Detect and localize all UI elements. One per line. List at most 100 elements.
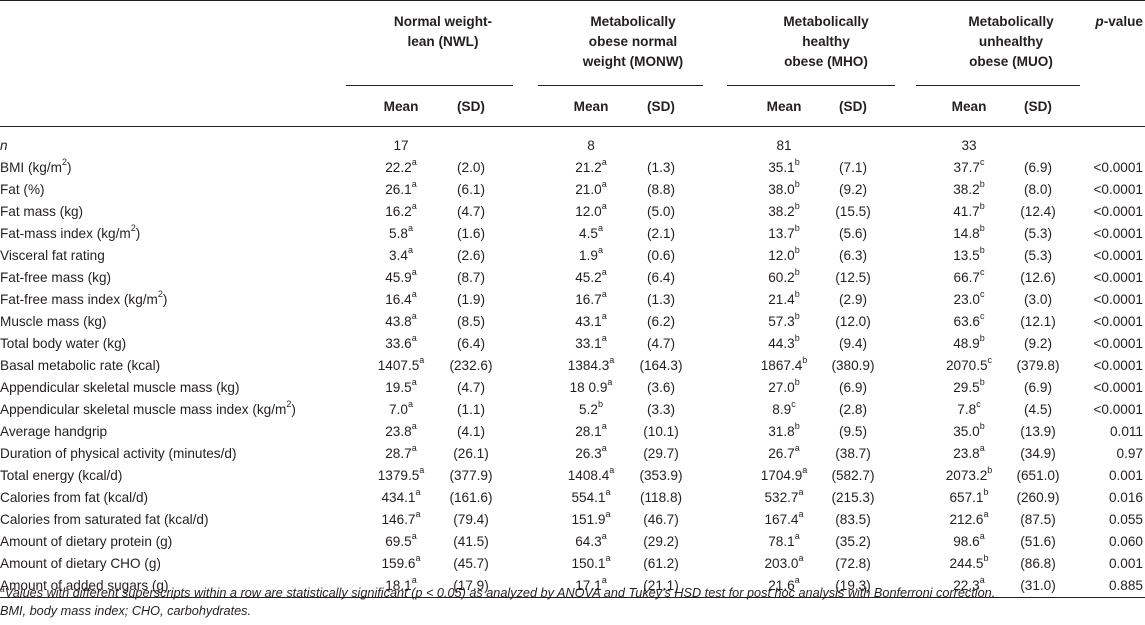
significance-letter: a xyxy=(601,333,607,344)
table-row: Visceral fat rating 3.4a (2.6) 1.9a (0.6) 12.… xyxy=(0,245,1145,267)
table-footnote: aValues with different superscripts with… xyxy=(0,584,1145,620)
significance-letter: a xyxy=(411,311,417,322)
p-value: 0.011 xyxy=(1109,424,1143,439)
n-value: 81 xyxy=(776,138,792,153)
significance-letter: b xyxy=(979,333,985,344)
data-table: Normal weight-lean (NWL) Metabolically ob… xyxy=(0,0,1145,598)
significance-letter: b xyxy=(794,157,800,168)
mean-value: 41.7b xyxy=(953,201,985,219)
significance-letter: b xyxy=(979,245,985,256)
mean-value: 66.7c xyxy=(953,267,985,285)
significance-letter: a xyxy=(609,465,615,476)
sd-value: (5.6) xyxy=(839,226,867,241)
p-value: 0.016 xyxy=(1108,490,1143,505)
significance-letter: b xyxy=(983,487,989,498)
sd-value: (12.5) xyxy=(835,270,871,285)
row-label: Fat-mass index (kg/m2) xyxy=(0,223,141,241)
mean-value: 29.5b xyxy=(953,377,985,395)
sd-value: (12.4) xyxy=(1020,204,1056,219)
sd-value: (2.0) xyxy=(457,160,485,175)
sd-value: (12.6) xyxy=(1020,270,1056,285)
table-row: Amount of added sugars (g) 18.1a (17.9) 17.… xyxy=(0,575,1145,598)
mean-value: 657.1b xyxy=(949,487,989,505)
row-label: Muscle mass (kg) xyxy=(0,314,107,329)
group-header-nwl: Normal weight-lean (NWL) xyxy=(393,14,493,49)
significance-letter: a xyxy=(411,201,417,212)
mean-value: 3.4a xyxy=(389,245,413,263)
significance-letter: a xyxy=(407,245,413,256)
mean-header: Mean xyxy=(942,85,996,126)
mean-value: 22.2a xyxy=(385,157,417,175)
sd-value: (9.4) xyxy=(839,336,867,351)
mean-value: 2070.5c xyxy=(945,355,993,373)
mean-header: Mean xyxy=(373,85,429,126)
mean-value: 19.5a xyxy=(385,377,417,395)
p-value: <0.0001 xyxy=(1093,358,1143,373)
row-label: Total body water (kg) xyxy=(0,336,127,351)
sd-value: (12.1) xyxy=(1020,314,1056,329)
significance-letter: a xyxy=(601,311,607,322)
sd-value: (8.7) xyxy=(457,270,485,285)
significance-letter: a xyxy=(411,531,417,542)
sd-value: (5.3) xyxy=(1024,248,1052,263)
mean-value: 150.1a xyxy=(571,553,611,571)
mean-value: 21.6a xyxy=(768,575,800,593)
significance-letter: c xyxy=(976,399,981,410)
significance-letter: a xyxy=(411,333,417,344)
footnote-text: Values with different superscripts withi… xyxy=(4,586,996,600)
mean-value: 45.9a xyxy=(385,267,417,285)
sd-value: (10.1) xyxy=(643,424,679,439)
significance-letter: b xyxy=(794,179,800,190)
mean-value: 27.0b xyxy=(768,377,800,395)
significance-letter: a xyxy=(411,179,417,190)
significance-letter: b xyxy=(979,179,985,190)
mean-value: 7.8c xyxy=(957,399,981,417)
mean-value: 57.3b xyxy=(768,311,800,329)
significance-letter: a xyxy=(419,465,425,476)
significance-letter: b xyxy=(983,553,989,564)
table-row-n: n 17 8 81 33 xyxy=(0,135,1145,157)
table-row: Muscle mass (kg) 43.8a (8.5) 43.1a (6.2) 57.3… xyxy=(0,311,1145,333)
abbreviations-note: BMI, body mass index; CHO, carbohydrates… xyxy=(0,604,252,618)
table-row: Fat mass (kg) 16.2a (4.7) 12.0a (5.0) 38.2b (1… xyxy=(0,201,1145,223)
sd-value: (79.4) xyxy=(453,512,489,527)
sd-value: (377.9) xyxy=(449,468,493,483)
mean-value: 21.2a xyxy=(575,157,607,175)
sd-header: (SD) xyxy=(996,85,1080,126)
p-value: <0.0001 xyxy=(1093,314,1143,329)
mean-value: 212.6a xyxy=(949,509,989,527)
significance-letter: b xyxy=(794,267,800,278)
significance-letter: a xyxy=(415,487,421,498)
table-row: Average handgrip 23.8a (4.1) 28.1a (10.1) 31.… xyxy=(0,421,1145,443)
significance-letter: a xyxy=(415,509,421,520)
mean-value: 1407.5a xyxy=(377,355,425,373)
table-row: Calories from fat (kcal/d) 434.1a (161.6) 5… xyxy=(0,487,1145,509)
table-row: Total energy (kcal/d) 1379.5a (377.9) 1408.… xyxy=(0,465,1145,487)
mean-value: 159.6a xyxy=(381,553,421,571)
row-label: Amount of dietary CHO (g) xyxy=(0,556,161,571)
mean-value: 44.3b xyxy=(768,333,800,351)
significance-letter: a xyxy=(798,509,804,520)
significance-letter: b xyxy=(794,377,800,388)
mean-value: 21.0a xyxy=(575,179,607,197)
mean-value: 38.0b xyxy=(768,179,800,197)
sd-value: (8.8) xyxy=(647,182,675,197)
significance-letter: c xyxy=(979,289,985,300)
mean-value: 43.1a xyxy=(575,311,607,329)
mean-value: 1384.3a xyxy=(567,355,615,373)
mean-value: 146.7a xyxy=(381,509,421,527)
p-value: 0.060 xyxy=(1108,534,1143,549)
significance-letter: a xyxy=(411,443,417,454)
p-value-header: p-value xyxy=(1095,14,1143,29)
sd-value: (72.8) xyxy=(835,556,871,571)
significance-letter: a xyxy=(601,443,607,454)
p-value: 0.055 xyxy=(1108,512,1143,527)
mean-value: 35.0b xyxy=(953,421,985,439)
sd-header: (SD) xyxy=(619,85,703,126)
mean-value: 554.1a xyxy=(571,487,611,505)
p-value: <0.0001 xyxy=(1093,336,1143,351)
mean-value: 5.2b xyxy=(579,399,603,417)
significance-letter: a xyxy=(605,487,611,498)
table-row: Amount of dietary CHO (g) 159.6a (45.7) 150… xyxy=(0,553,1145,575)
row-label: Calories from saturated fat (kcal/d) xyxy=(0,512,209,527)
